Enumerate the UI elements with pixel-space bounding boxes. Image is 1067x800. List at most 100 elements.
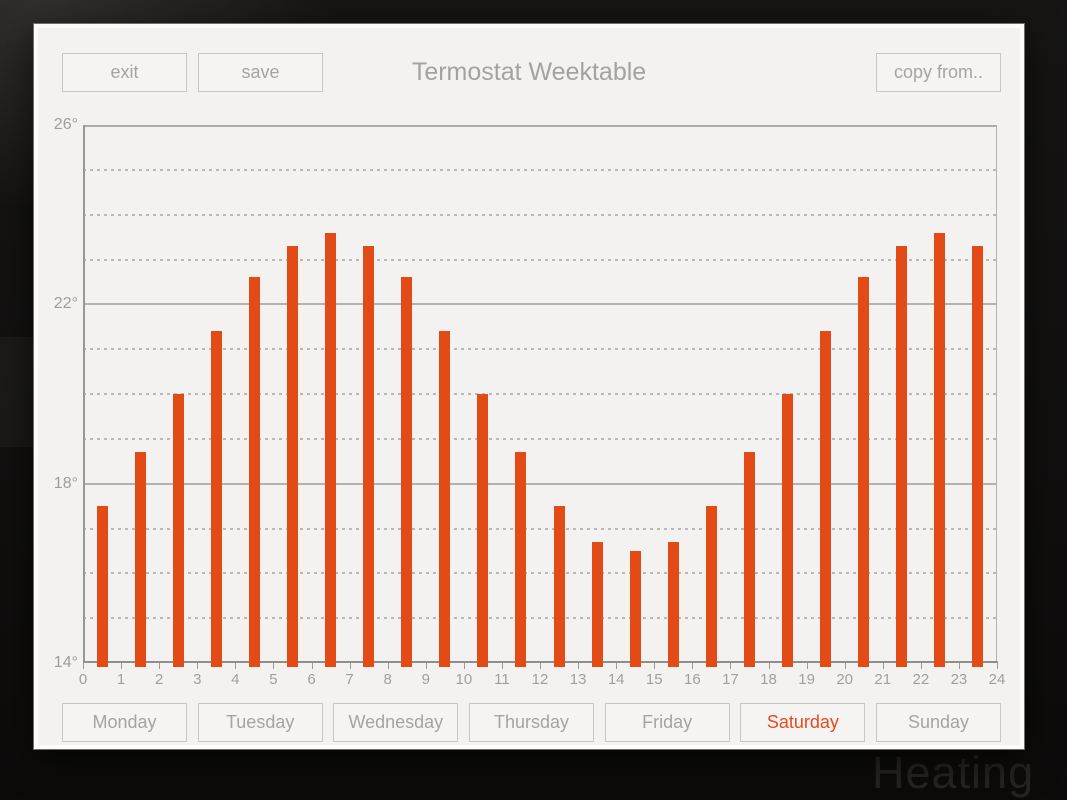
temp-bar-hour-8[interactable]	[401, 277, 413, 667]
thermostat-weektable-dialog: exit save Termostat Weektable copy from.…	[34, 24, 1024, 749]
x-tick-label-0: 0	[78, 671, 88, 688]
temp-bar-hour-15[interactable]	[667, 541, 679, 667]
x-axis-tick-6	[311, 661, 313, 669]
y-tick-label-18: 18°	[53, 474, 78, 492]
day-button-tuesday[interactable]: Tuesday	[197, 703, 323, 742]
temp-bar-hour-16[interactable]	[705, 506, 717, 667]
x-axis-tick-21	[882, 661, 884, 669]
x-tick-label-1: 1	[116, 671, 126, 688]
x-tick-label-13: 13	[569, 671, 587, 688]
x-axis-tick-0	[83, 661, 84, 669]
x-tick-label-20: 20	[836, 671, 853, 688]
gridline-dashed-16deg	[83, 572, 997, 575]
temp-bar-hour-13[interactable]	[591, 541, 603, 667]
x-tick-label-21: 21	[874, 671, 892, 688]
x-tick-label-23: 23	[950, 671, 968, 688]
x-tick-label-5: 5	[269, 671, 278, 688]
x-tick-label-10: 10	[455, 671, 473, 688]
background-band	[0, 337, 34, 447]
temp-bar-hour-4[interactable]	[248, 277, 260, 667]
x-axis-tick-11	[501, 661, 503, 669]
x-tick-label-24: 24	[988, 671, 1006, 688]
temp-bar-hour-14[interactable]	[629, 550, 641, 667]
x-axis-tick-4	[235, 661, 237, 669]
temp-bar-hour-17[interactable]	[743, 452, 755, 667]
gridline-dashed-15deg	[83, 617, 997, 620]
temp-bar-hour-20[interactable]	[858, 277, 870, 667]
temp-bar-hour-19[interactable]	[820, 331, 832, 667]
x-tick-label-6: 6	[307, 671, 316, 688]
temp-bar-hour-9[interactable]	[439, 331, 451, 667]
day-button-saturday[interactable]: Saturday	[740, 703, 866, 742]
week-schedule-chart-plot[interactable]	[83, 125, 998, 669]
x-tick-label-3: 3	[193, 671, 202, 688]
temp-bar-hour-1[interactable]	[134, 452, 146, 667]
x-tick-label-22: 22	[912, 671, 930, 688]
x-tick-label-7: 7	[345, 671, 354, 688]
temp-bar-hour-23[interactable]	[972, 246, 984, 667]
x-tick-label-15: 15	[645, 671, 663, 688]
x-axis-tick-23	[958, 661, 960, 669]
x-tick-label-19: 19	[798, 671, 815, 688]
chart-top-border	[83, 125, 997, 127]
background-watermark: Heating	[872, 747, 1035, 798]
x-axis-tick-14	[616, 661, 618, 669]
y-tick-label-22: 22°	[53, 295, 78, 313]
x-axis-tick-22	[920, 661, 922, 669]
temp-bar-hour-12[interactable]	[553, 506, 565, 667]
temp-bar-hour-10[interactable]	[477, 394, 489, 667]
x-axis-tick-10	[463, 661, 465, 669]
chart-right-border	[996, 125, 997, 663]
temp-bar-hour-2[interactable]	[172, 394, 184, 667]
gridline-dashed-20deg	[83, 393, 997, 395]
x-axis-tick-17	[730, 661, 732, 669]
x-tick-label-9: 9	[421, 671, 430, 688]
gridline-dashed-19deg	[83, 437, 997, 440]
day-button-wednesday[interactable]: Wednesday	[333, 703, 459, 742]
day-button-sunday[interactable]: Sunday	[876, 703, 1002, 742]
x-axis-tick-15	[654, 661, 656, 669]
y-axis-line	[83, 125, 85, 663]
x-tick-label-16: 16	[683, 671, 701, 688]
x-axis-line	[83, 661, 997, 663]
temp-bar-hour-18[interactable]	[782, 394, 794, 667]
x-tick-label-18: 18	[760, 671, 777, 688]
x-axis-tick-12	[540, 661, 541, 669]
gridline-solid-22deg	[83, 303, 997, 306]
temp-bar-hour-22[interactable]	[934, 232, 946, 667]
temp-bar-hour-11[interactable]	[515, 452, 527, 667]
temp-bar-hour-3[interactable]	[210, 331, 222, 667]
temp-bar-hour-21[interactable]	[896, 246, 908, 667]
x-tick-label-11: 11	[494, 671, 510, 688]
x-axis-tick-24	[997, 661, 998, 669]
day-button-monday[interactable]: Monday	[62, 703, 187, 742]
dialog-title: Termostat Weektable	[411, 58, 647, 86]
x-axis-tick-16	[692, 661, 694, 669]
day-button-friday[interactable]: Friday	[604, 703, 730, 742]
save-button[interactable]: save	[198, 53, 323, 92]
x-tick-label-14: 14	[607, 671, 625, 688]
x-tick-label-17: 17	[722, 671, 739, 688]
gridline-dashed-23deg	[83, 258, 997, 261]
gridline-dashed-21deg	[83, 348, 997, 351]
gridline-dashed-24deg	[83, 213, 997, 216]
x-axis-tick-1	[121, 661, 123, 669]
copy-from-button[interactable]: copy from..	[876, 53, 1001, 92]
temp-bar-hour-0[interactable]	[96, 506, 108, 667]
temp-bar-hour-5[interactable]	[286, 246, 298, 667]
x-tick-label-4: 4	[231, 671, 240, 688]
y-tick-label-14: 14°	[53, 654, 78, 671]
x-axis-tick-18	[768, 661, 770, 669]
x-tick-label-8: 8	[383, 671, 392, 688]
temp-bar-hour-7[interactable]	[363, 246, 375, 667]
x-axis-tick-5	[273, 661, 275, 669]
x-axis-tick-9	[425, 661, 427, 669]
x-axis-tick-3	[197, 661, 199, 669]
exit-button[interactable]: exit	[62, 53, 187, 92]
x-axis-tick-19	[806, 661, 808, 669]
x-tick-label-12: 12	[531, 671, 549, 688]
day-button-thursday[interactable]: Thursday	[469, 703, 594, 742]
temp-bar-hour-6[interactable]	[325, 232, 337, 667]
x-axis-tick-7	[349, 661, 351, 669]
